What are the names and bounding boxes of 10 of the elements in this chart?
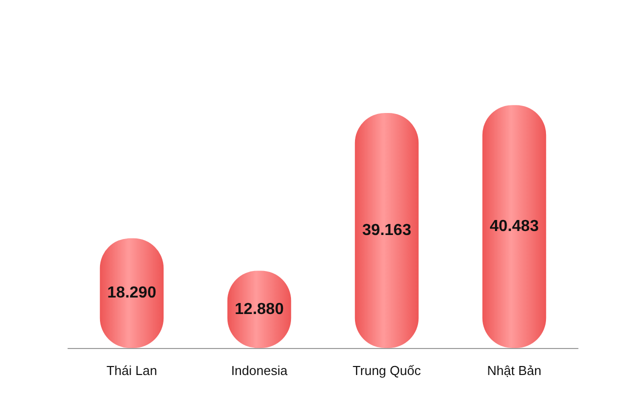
x-tick-label: Trung Quốc xyxy=(352,363,422,378)
data-label: 18.290 xyxy=(107,284,156,302)
x-tick-label: Nhật Bản xyxy=(487,363,542,378)
bar xyxy=(354,113,419,348)
bar xyxy=(482,105,546,348)
x-tick-label: Indonesia xyxy=(231,363,288,378)
data-label: 39.163 xyxy=(362,222,412,240)
x-tick-label: Thái Lan xyxy=(106,363,158,378)
data-label: 40.483 xyxy=(490,218,539,236)
data-label: 12.880 xyxy=(234,300,284,318)
